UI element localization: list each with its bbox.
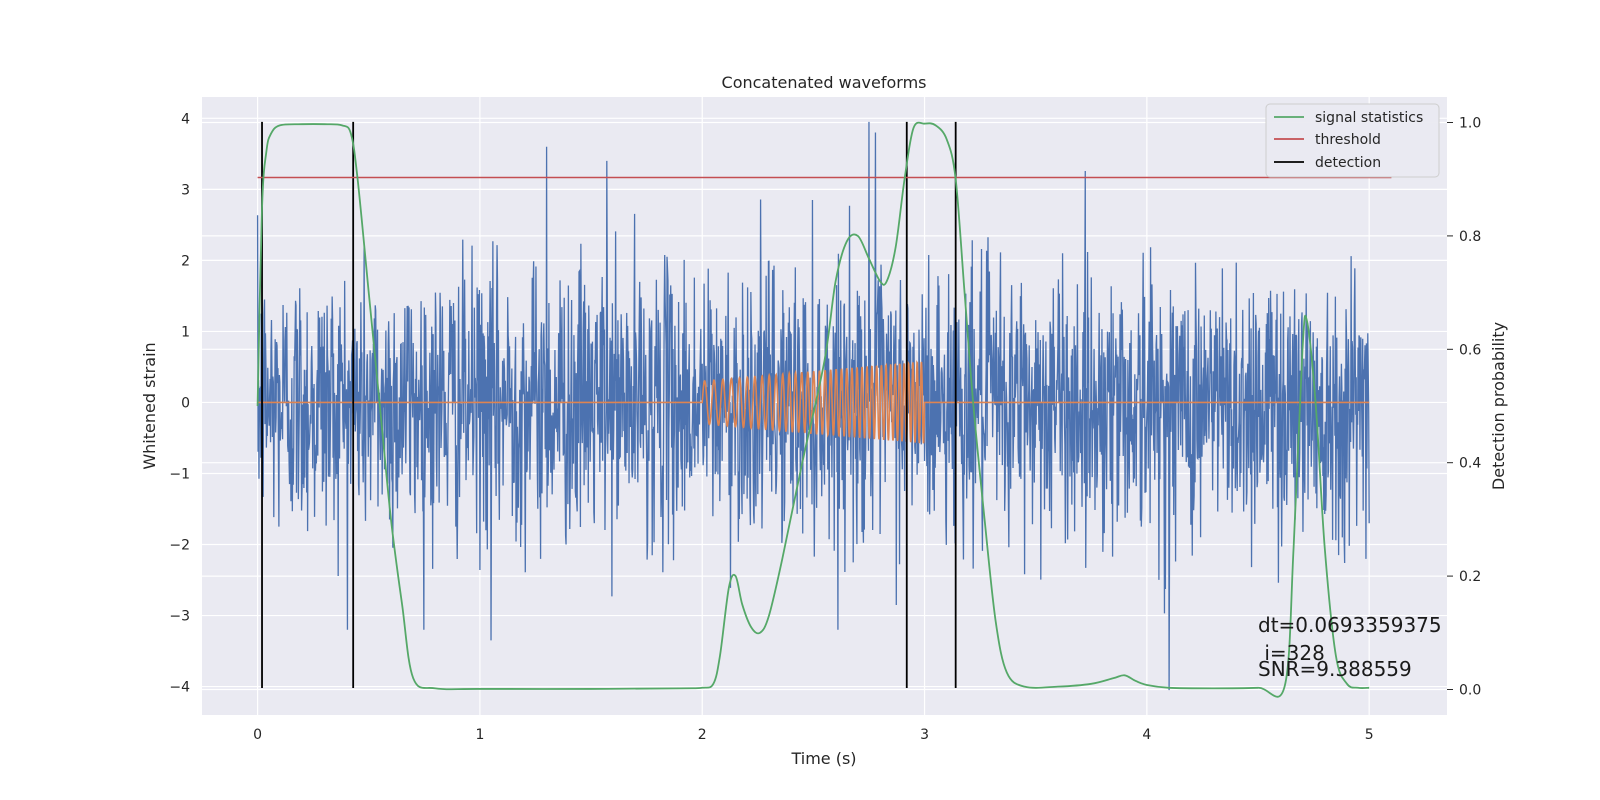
x-tick-label: 1 [475,727,484,743]
annotation-index: i=328 [1258,641,1325,665]
y-tick-label: 1 [181,324,190,340]
annotation-snr: SNR=9.388559 [1258,657,1412,681]
x-tick-label: 2 [698,727,707,743]
y-tick-label: 3 [181,182,190,198]
chart-title: Concatenated waveforms [722,73,927,92]
x-tick-label: 3 [920,727,929,743]
y2-tick-label: 0.2 [1459,569,1481,585]
x-axis-label: Time (s) [790,749,856,768]
legend-box [1265,103,1440,178]
y2-tick-label: 1.0 [1459,116,1481,132]
strain-series [256,121,1370,691]
annotation-dt: dt=0.0693359375 [1258,613,1442,637]
y-tick-label: 4 [181,111,190,127]
strain-line [256,121,1370,691]
x-tick-label: 5 [1365,727,1374,743]
template-series [257,359,1370,444]
signal-statistics-line [256,121,1370,698]
legend: signal statistics threshold detection [1265,103,1440,178]
legend-label-signal-statistics: signal statistics [1315,110,1423,126]
y-axis-ticks: −4 −3 −2 −1 0 1 2 3 4 [169,111,190,695]
signal-statistics-series [256,121,1370,698]
y-tick-label: −4 [169,680,190,696]
x-tick-label: 4 [1142,727,1151,743]
y-tick-label: −3 [169,609,190,625]
y2-tick-label: 0.4 [1459,456,1481,472]
y2-axis-ticks: 0.0 0.2 0.4 0.6 0.8 1.0 [1447,116,1481,698]
annotation: dt=0.0693359375 i=328 SNR=9.388559 [1258,613,1442,681]
legend-label-threshold: threshold [1315,132,1381,148]
y-tick-label: −1 [169,466,190,482]
x-axis-ticks: 0 1 2 3 4 5 [253,727,1374,743]
y-tick-label: −2 [169,538,190,554]
y-tick-label: 2 [181,253,190,269]
y-tick-label: 0 [181,395,190,411]
y2-axis-label: Detection probability [1489,322,1508,490]
legend-label-detection: detection [1315,155,1381,171]
template-line [257,359,1370,444]
y2-tick-label: 0.8 [1459,229,1481,245]
x-tick-label: 0 [253,727,262,743]
y-axis-label: Whitened strain [140,342,159,469]
y2-tick-label: 0.0 [1459,682,1481,698]
y2-tick-label: 0.6 [1459,342,1481,358]
